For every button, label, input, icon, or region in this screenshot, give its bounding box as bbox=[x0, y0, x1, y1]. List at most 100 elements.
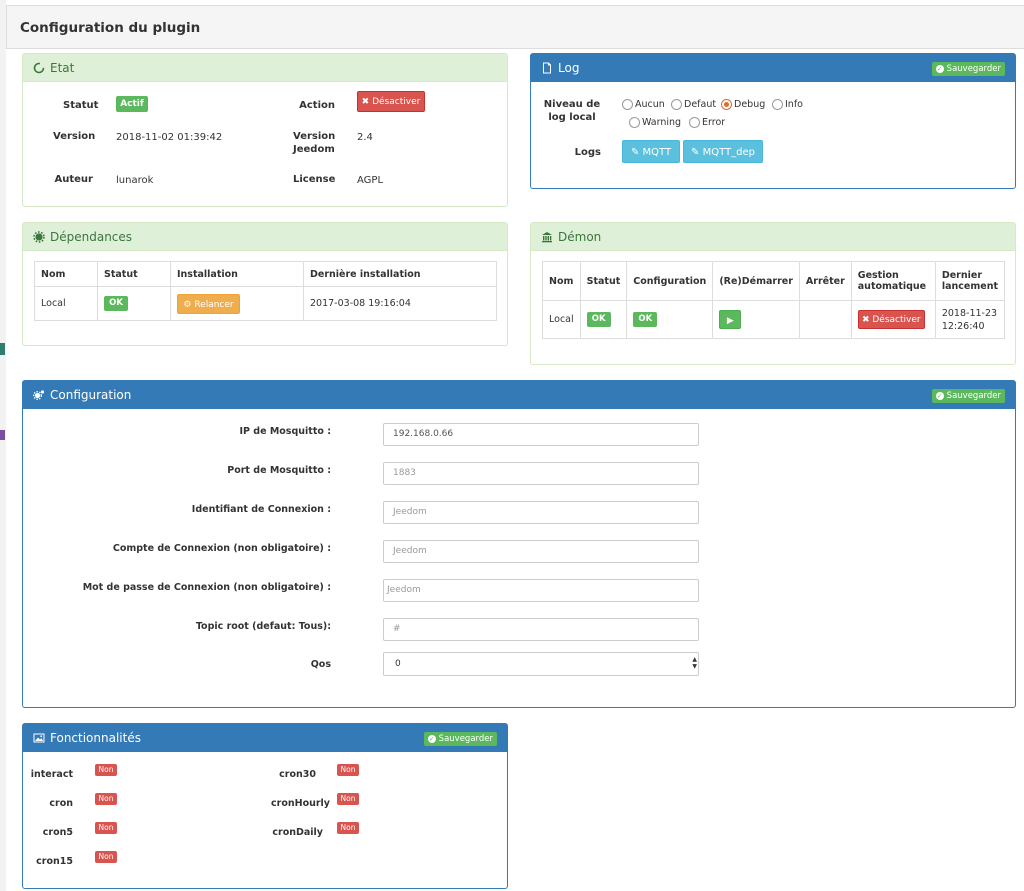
check-circle-icon: ✓ bbox=[935, 392, 944, 400]
relancer-button[interactable]: ⚙ Relancer bbox=[177, 293, 240, 314]
version-value: 2018-11-02 01:39:42 bbox=[116, 132, 223, 143]
gear-icon bbox=[33, 230, 45, 243]
file-icon bbox=[541, 62, 553, 74]
log-mqtt-dep-button[interactable]: ✎ MQTT_dep bbox=[683, 140, 763, 163]
dependances-table: Nom Statut Installation Dernière install… bbox=[34, 261, 497, 321]
dependances-title: Dépendances bbox=[50, 229, 133, 244]
circle-notch-icon bbox=[33, 62, 45, 74]
license-value: AGPL bbox=[357, 175, 384, 186]
license-label: License bbox=[293, 174, 336, 185]
radio-debug[interactable]: Debug bbox=[721, 99, 765, 110]
port-mosquitto-label: Port de Mosquitto : bbox=[227, 465, 331, 476]
auteur-label: Auteur bbox=[54, 174, 93, 185]
etat-panel-heading: Etat bbox=[23, 54, 507, 82]
log-mqtt-button[interactable]: ✎ MQTT bbox=[622, 140, 680, 163]
ip-mosquitto-input[interactable]: 192.168.0.66 bbox=[383, 423, 699, 446]
page-title: Configuration du plugin bbox=[20, 20, 201, 36]
identifiant-label: Identifiant de Connexion : bbox=[191, 504, 331, 515]
fn-interact-badge: Non bbox=[95, 764, 117, 776]
logs-label: Logs bbox=[574, 147, 601, 158]
radio-aucun[interactable]: Aucun bbox=[622, 99, 665, 110]
table-row: Local OK OK ▶ ✖ Désactiver 2018-11-23 12:… bbox=[542, 300, 1006, 339]
configuration-panel: Configuration ✓ Sauvegarder IP de Mosqui… bbox=[22, 380, 1016, 708]
fn-cron-label: cron bbox=[49, 798, 73, 809]
fn-cron15-label: cron15 bbox=[36, 856, 73, 867]
etat-panel: Etat Statut Actif Action ✖ Désactiver Ve… bbox=[22, 53, 508, 207]
image-icon bbox=[33, 732, 45, 744]
table-row: Local OK ⚙ Relancer 2017-03-08 19:16:04 bbox=[34, 286, 497, 321]
fonctionnalites-save-button[interactable]: ✓ Sauvegarder bbox=[423, 732, 497, 746]
fn-cronhourly-label: cronHourly bbox=[271, 798, 330, 809]
fonctionnalites-title: Fonctionnalités bbox=[50, 730, 141, 745]
fn-crondaily-label: cronDaily bbox=[272, 827, 323, 838]
log-title: Log bbox=[558, 60, 580, 75]
demon-statut-badge: OK bbox=[586, 312, 611, 327]
fonctionnalites-panel: Fonctionnalités ✓ Sauvegarder interact N… bbox=[22, 723, 508, 889]
demon-config-badge: OK bbox=[633, 312, 658, 327]
fn-interact-label: interact bbox=[30, 769, 73, 780]
qos-select[interactable]: 0 ▲ ▼ bbox=[383, 652, 699, 676]
radio-error[interactable]: Error bbox=[689, 117, 725, 128]
fn-cron5-badge: Non bbox=[95, 822, 117, 834]
demon-dernier: 2018-11-23 12:26:40 bbox=[934, 300, 1006, 339]
port-mosquitto-input[interactable]: 1883 bbox=[383, 462, 699, 485]
play-icon: ▶ bbox=[726, 316, 734, 326]
left-edge-accent bbox=[0, 343, 5, 355]
compte-label: Compte de Connexion (non obligatoire) : bbox=[112, 543, 331, 554]
identifiant-input[interactable]: Jeedom bbox=[383, 501, 699, 524]
qos-label: Qos bbox=[310, 659, 331, 670]
fn-cron30-label: cron30 bbox=[279, 769, 316, 780]
version-jeedom-value: 2.4 bbox=[357, 132, 373, 143]
gestion-desactiver-button[interactable]: ✖ Désactiver bbox=[857, 310, 925, 329]
table-header-row: Nom Statut Installation Dernière install… bbox=[34, 261, 497, 287]
page-header: Configuration du plugin bbox=[6, 5, 1024, 49]
fn-cron-badge: Non bbox=[95, 793, 117, 805]
close-icon: ✖ bbox=[861, 315, 870, 325]
left-edge-strip bbox=[0, 0, 6, 891]
dep-statut-badge: OK bbox=[104, 296, 128, 311]
dependances-panel: Dépendances Nom Statut Installation Dern… bbox=[22, 222, 508, 346]
compte-input[interactable]: Jeedom bbox=[383, 540, 699, 563]
log-panel: Log ✓ Sauvegarder Niveau de log local Au… bbox=[530, 53, 1016, 189]
demon-title: Démon bbox=[558, 229, 602, 244]
arreter-cell bbox=[798, 300, 852, 339]
paperclip-icon: ✎ bbox=[630, 147, 640, 158]
bank-icon bbox=[541, 231, 553, 243]
close-icon: ✖ bbox=[361, 97, 370, 107]
niveau-log-label: Niveau de log local bbox=[543, 99, 601, 123]
dependances-panel-heading: Dépendances bbox=[23, 223, 507, 251]
topic-root-label: Topic root (defaut: Tous): bbox=[195, 621, 331, 632]
config-save-button[interactable]: ✓ Sauvegarder bbox=[931, 389, 1005, 403]
password-label: Mot de passe de Connexion (non obligatoi… bbox=[82, 582, 331, 593]
radio-defaut[interactable]: Defaut bbox=[671, 99, 716, 110]
configuration-panel-heading: Configuration ✓ Sauvegarder bbox=[23, 381, 1015, 409]
fn-cron15-badge: Non bbox=[95, 851, 117, 863]
radio-info[interactable]: Info bbox=[772, 99, 803, 110]
ip-mosquitto-label: IP de Mosquitto : bbox=[239, 426, 331, 437]
check-circle-icon: ✓ bbox=[935, 65, 944, 73]
fn-crondaily-badge: Non bbox=[337, 822, 359, 834]
dep-nom: Local bbox=[34, 286, 98, 321]
table-header-row: Nom Statut Configuration (Re)Démarrer Ar… bbox=[542, 261, 1006, 301]
etat-title: Etat bbox=[50, 60, 75, 75]
password-input[interactable]: Jeedom bbox=[383, 579, 699, 602]
fonctionnalites-panel-heading: Fonctionnalités ✓ Sauvegarder bbox=[23, 724, 507, 752]
statut-badge: Actif bbox=[116, 96, 148, 112]
radio-warning[interactable]: Warning bbox=[629, 117, 681, 128]
bicycle-icon: ⚙ bbox=[183, 299, 192, 310]
fn-cronhourly-badge: Non bbox=[337, 793, 359, 805]
demon-table: Nom Statut Configuration (Re)Démarrer Ar… bbox=[542, 261, 1006, 339]
demarrer-button[interactable]: ▶ bbox=[719, 310, 742, 329]
version-jeedom-label: Version Jeedom bbox=[293, 131, 336, 155]
configuration-title: Configuration bbox=[50, 387, 132, 402]
demon-nom: Local bbox=[542, 300, 581, 339]
version-label: Version bbox=[53, 131, 96, 142]
cogs-icon bbox=[33, 389, 45, 401]
desactiver-button[interactable]: ✖ Désactiver bbox=[357, 91, 425, 112]
fn-cron5-label: cron5 bbox=[42, 827, 73, 838]
auteur-value: lunarok bbox=[116, 175, 154, 186]
action-label: Action bbox=[299, 100, 335, 111]
demon-panel: Démon Nom Statut Configuration (Re)Démar… bbox=[530, 222, 1016, 365]
log-save-button[interactable]: ✓ Sauvegarder bbox=[931, 62, 1005, 76]
topic-root-input[interactable]: # bbox=[383, 618, 699, 641]
